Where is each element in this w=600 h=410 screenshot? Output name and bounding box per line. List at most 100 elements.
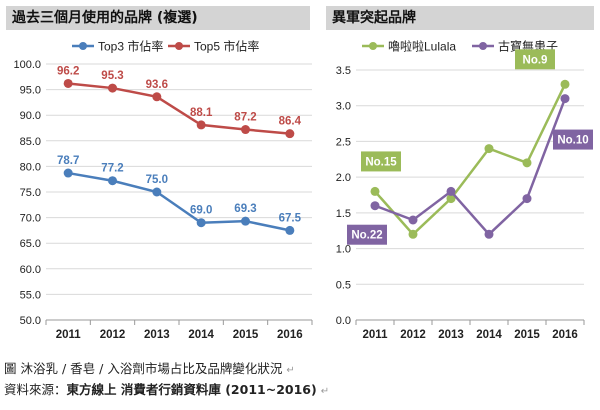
data-point xyxy=(152,187,162,197)
caption-prefix: 圖 xyxy=(4,361,17,376)
x-tick-label: 2013 xyxy=(438,329,464,341)
x-tick-label: 2012 xyxy=(100,329,126,341)
data-label: 69.0 xyxy=(190,205,212,217)
data-label: 69.3 xyxy=(234,203,256,215)
y-tick-label: 2.0 xyxy=(336,172,351,184)
y-tick-label: 75.0 xyxy=(20,187,41,199)
data-label: 78.7 xyxy=(57,155,79,167)
y-tick-label: 70.0 xyxy=(20,213,41,225)
legend-label-1: Top5 市佔率 xyxy=(194,39,259,54)
data-point xyxy=(446,186,456,196)
data-point xyxy=(63,168,73,178)
legend-marker-1 xyxy=(479,42,487,50)
data-point xyxy=(196,120,206,130)
y-tick-label: 90.0 xyxy=(20,110,41,122)
data-label: 86.4 xyxy=(279,116,302,128)
data-point xyxy=(108,176,117,186)
y-tick-label: 2.5 xyxy=(336,136,351,148)
figure-caption: 圖 沐浴乳 / 香皂 / 入浴劑市場占比及品牌變化狀況 ↵ xyxy=(4,358,295,377)
legend-marker-0 xyxy=(369,42,377,50)
data-point xyxy=(285,129,295,139)
y-tick-label: 1.0 xyxy=(336,244,351,256)
rank-badge xyxy=(361,151,401,172)
y-tick-label: 50.0 xyxy=(20,315,41,327)
x-tick-label: 2015 xyxy=(514,329,540,341)
data-label: 87.2 xyxy=(234,112,256,124)
data-point xyxy=(560,94,570,104)
data-label: 88.1 xyxy=(190,107,213,119)
y-tick-label: 3.0 xyxy=(336,101,351,113)
rank-badge xyxy=(553,129,593,150)
data-label: 96.2 xyxy=(57,65,79,77)
x-tick-label: 2011 xyxy=(56,329,82,341)
rank-badge-label: No.10 xyxy=(557,135,588,147)
y-tick-label: 0.5 xyxy=(336,279,351,291)
legend-marker-1 xyxy=(175,42,183,50)
series-line-0 xyxy=(374,83,567,237)
data-point xyxy=(241,125,250,135)
data-point xyxy=(108,83,117,93)
x-tick-label: 2011 xyxy=(363,329,389,341)
x-tick-label: 2016 xyxy=(277,329,303,341)
data-point xyxy=(370,201,380,211)
rank-badge-label: No.22 xyxy=(351,230,382,242)
right-chart-svg: 0.0 0.5 1.0 1.5 2.0 2.5 3.0 3.5 2011 2012 2013 2014… xyxy=(336,39,593,341)
caption-text: 沐浴乳 / 香皂 / 入浴劑市場占比及品牌變化狀況 xyxy=(20,361,283,376)
legend-marker-0 xyxy=(79,42,87,50)
x-tick-label: 2015 xyxy=(233,329,259,341)
x-tick-label: 2014 xyxy=(476,329,502,341)
series-line-1 xyxy=(374,98,567,237)
series-line-1 xyxy=(68,82,290,135)
y-tick-label: 95.0 xyxy=(20,85,41,97)
source-note: 資料來源：東方線上 消費者行銷資料庫 (2011~2016) ↵ xyxy=(4,379,329,398)
y-tick-label: 80.0 xyxy=(20,161,41,173)
data-point xyxy=(522,158,532,168)
rank-badge xyxy=(515,49,555,70)
y-tick-label: 0.0 xyxy=(336,315,351,327)
data-point xyxy=(63,78,73,88)
data-point xyxy=(196,218,206,228)
legend-label-0: 嚕啦啦Lulala xyxy=(388,39,456,54)
return-mark: ↵ xyxy=(286,365,295,376)
left-chart-title: 過去三個月使用的品牌 (複選) xyxy=(6,6,310,30)
left-chart-panel: 過去三個月使用的品牌 (複選) 50.0 55.0 60.0 65.0 70.0 75.0… xyxy=(0,0,316,350)
return-mark-2: ↵ xyxy=(320,386,330,397)
y-tick-label: 60.0 xyxy=(20,264,41,276)
data-point xyxy=(408,229,418,239)
data-point xyxy=(408,215,418,225)
data-label: 67.5 xyxy=(279,212,302,224)
x-tick-label: 2014 xyxy=(188,329,214,341)
x-tick-label: 2016 xyxy=(552,329,578,341)
y-tick-label: 55.0 xyxy=(20,289,41,301)
data-label: 95.3 xyxy=(101,70,123,82)
data-point xyxy=(370,186,380,196)
right-chart-title: 異軍突起品牌 xyxy=(326,6,594,30)
y-tick-label: 1.5 xyxy=(336,208,351,220)
x-tick-label: 2012 xyxy=(400,329,426,341)
data-point xyxy=(560,79,570,89)
data-label: 75.0 xyxy=(146,174,168,186)
x-tick-label: 2013 xyxy=(144,329,170,341)
rank-badge xyxy=(347,224,387,245)
data-point xyxy=(484,144,494,154)
left-chart-svg: 50.0 55.0 60.0 65.0 70.0 75.0 80.0 85.0 90.0 95.0… xyxy=(13,39,313,341)
y-tick-label: 3.5 xyxy=(336,65,351,77)
data-point xyxy=(285,225,295,235)
y-tick-label: 65.0 xyxy=(20,238,41,250)
data-point xyxy=(241,216,250,226)
rank-badge-label: No.9 xyxy=(523,54,548,66)
data-point xyxy=(522,194,532,204)
rank-badge-label: No.15 xyxy=(365,156,397,168)
data-label: 77.2 xyxy=(101,163,123,175)
legend-label-0: Top3 市佔率 xyxy=(98,39,163,54)
y-tick-label: 100.0 xyxy=(13,59,41,71)
data-label: 93.6 xyxy=(146,79,168,91)
source-label: 資料來源： xyxy=(4,382,67,397)
y-tick-label: 85.0 xyxy=(20,136,41,148)
right-chart-panel: 異軍突起品牌 0.0 0.5 1.0 1.5 2.0 2.5 3.0 3.5 2011 2012 2… xyxy=(322,0,600,350)
data-point xyxy=(152,92,162,102)
source-text: 東方線上 消費者行銷資料庫 (2011~2016) xyxy=(66,382,317,397)
data-point xyxy=(484,229,494,239)
series-line-0 xyxy=(67,171,291,232)
data-point xyxy=(446,194,456,204)
